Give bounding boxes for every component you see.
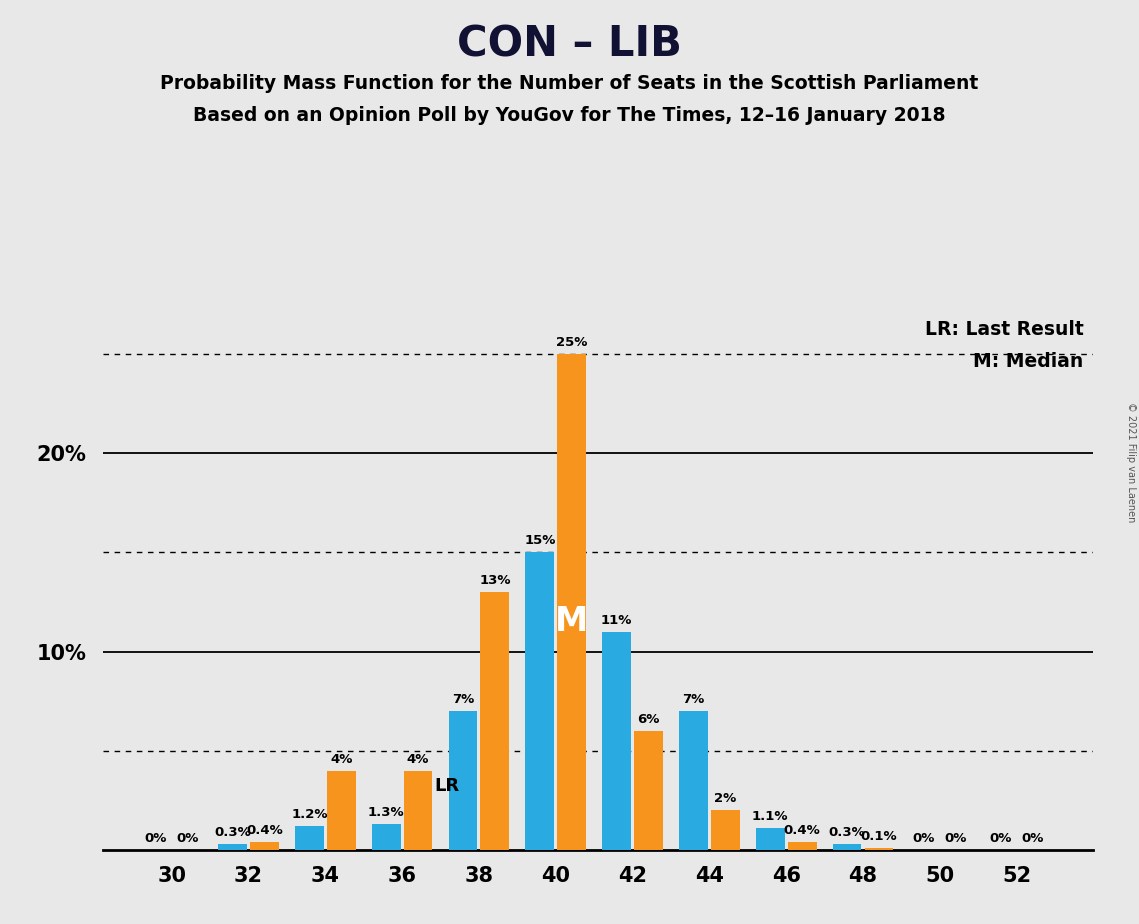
Text: 6%: 6% [638,713,659,726]
Text: 11%: 11% [601,614,632,626]
Bar [603,632,631,850]
Text: LR: LR [434,777,459,795]
Text: 1.2%: 1.2% [292,808,328,821]
Bar [327,771,355,850]
Bar [449,711,477,850]
Text: 0.3%: 0.3% [214,826,251,839]
Text: 15%: 15% [524,534,556,547]
Text: 0.1%: 0.1% [861,830,898,843]
Text: 7%: 7% [682,693,705,706]
Bar [634,731,663,850]
Bar [711,810,739,850]
Bar [557,354,587,850]
Bar [788,842,817,850]
Bar [403,771,433,850]
Text: © 2021 Filip van Laenen: © 2021 Filip van Laenen [1126,402,1136,522]
Text: 0%: 0% [177,833,199,845]
Text: 0.4%: 0.4% [246,824,282,837]
Text: 13%: 13% [480,574,510,587]
Bar [833,845,861,850]
Text: 0%: 0% [912,833,935,845]
Bar [481,592,509,850]
Text: M: M [555,605,588,638]
Bar [865,848,893,850]
Text: Probability Mass Function for the Number of Seats in the Scottish Parliament: Probability Mass Function for the Number… [161,74,978,93]
Text: 1.3%: 1.3% [368,807,404,820]
Bar [679,711,707,850]
Text: 0%: 0% [944,833,967,845]
Text: 4%: 4% [407,753,429,766]
Text: 0%: 0% [990,833,1011,845]
Bar [525,553,555,850]
Bar [295,826,323,850]
Text: 1.1%: 1.1% [752,810,788,823]
Text: 7%: 7% [452,693,474,706]
Text: 2%: 2% [714,793,737,806]
Text: 25%: 25% [556,336,588,349]
Text: M: Median: M: Median [974,352,1083,371]
Text: 0.4%: 0.4% [784,824,820,837]
Bar [219,845,247,850]
Text: CON – LIB: CON – LIB [457,23,682,65]
Bar [249,842,279,850]
Bar [756,828,785,850]
Text: 0%: 0% [1022,833,1043,845]
Text: 0%: 0% [145,833,167,845]
Text: 4%: 4% [330,753,352,766]
Text: 0.3%: 0.3% [829,826,866,839]
Text: LR: Last Result: LR: Last Result [925,320,1083,338]
Text: Based on an Opinion Poll by YouGov for The Times, 12–16 January 2018: Based on an Opinion Poll by YouGov for T… [194,106,945,126]
Bar [371,824,401,850]
